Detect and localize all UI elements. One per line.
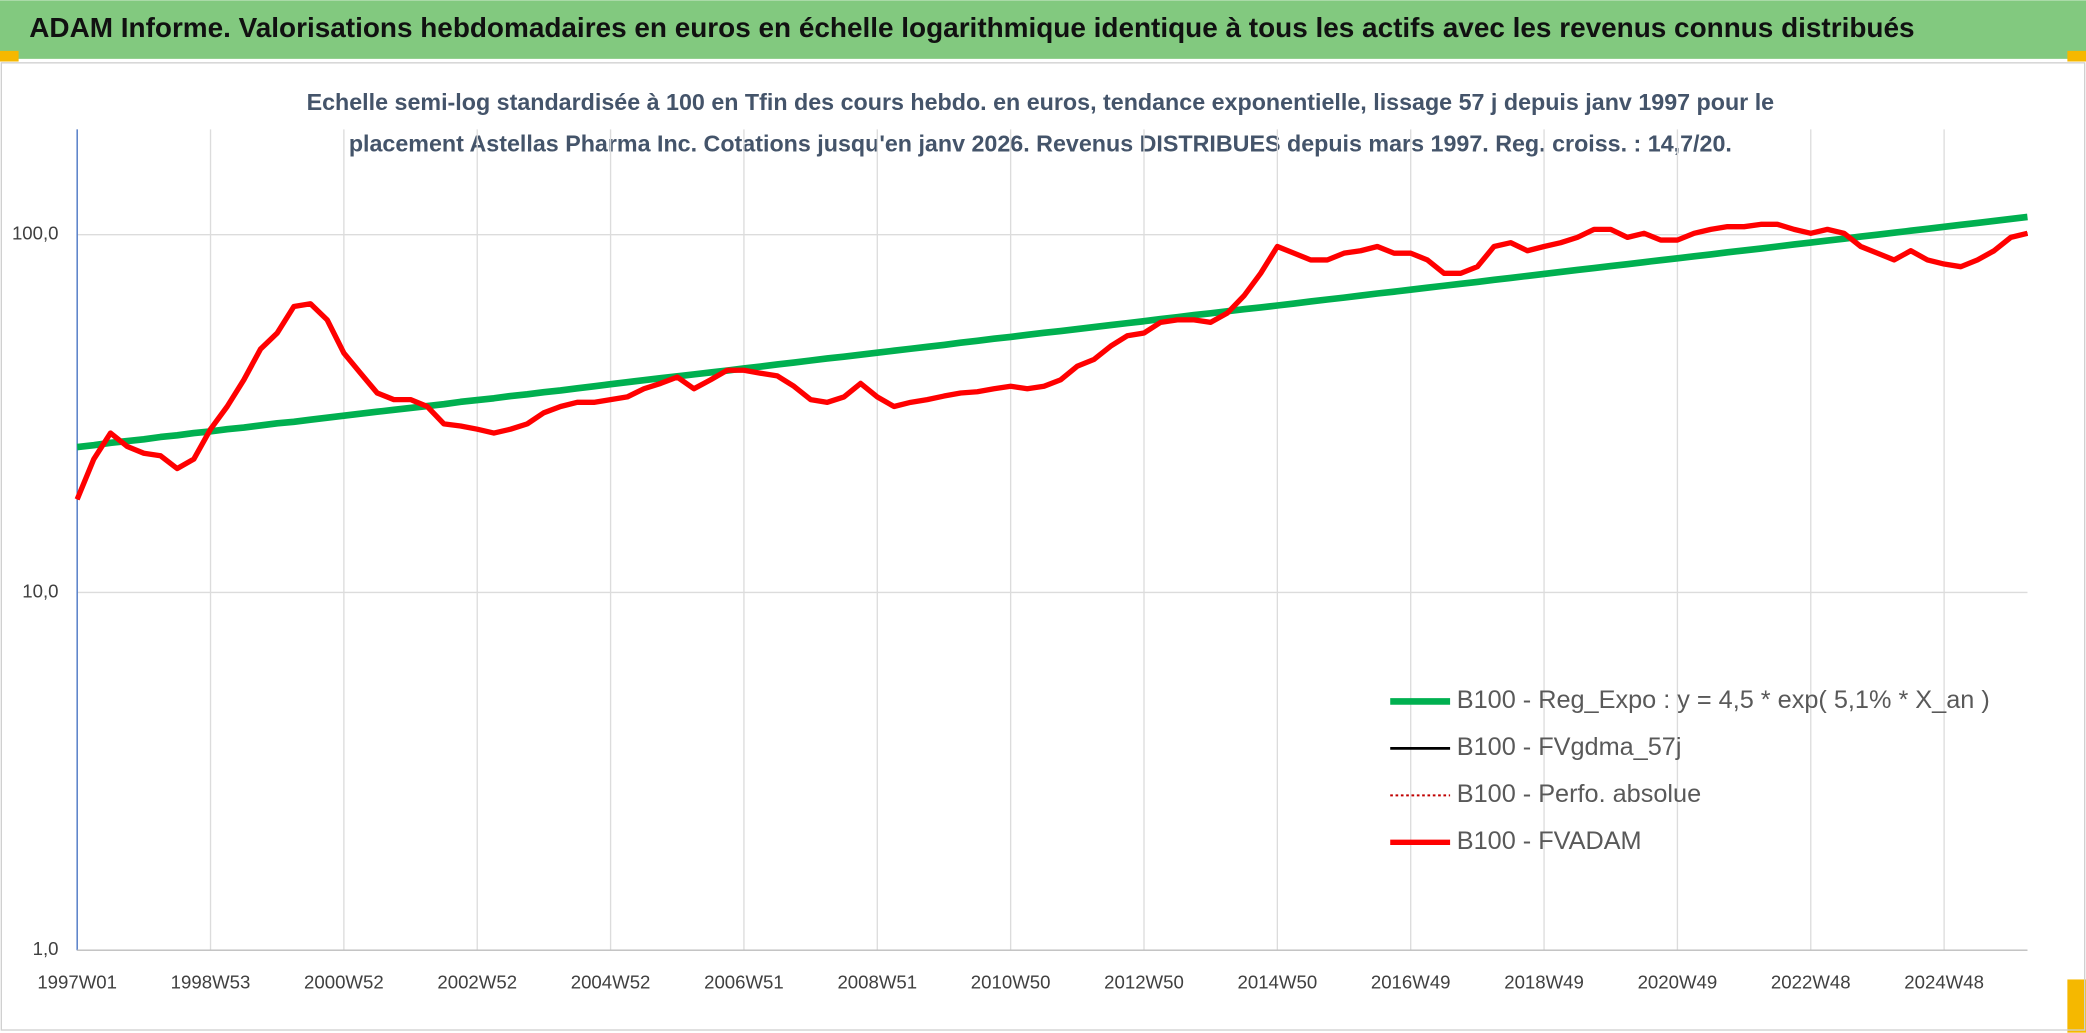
subtitle: placement Astellas Pharma Inc. Cotations… xyxy=(349,130,1732,156)
title-banner xyxy=(0,0,2086,59)
y-tick-label: 1,0 xyxy=(33,938,59,959)
x-tick-label: 2006W51 xyxy=(704,971,784,992)
x-tick-label: 2024W48 xyxy=(1904,971,1984,992)
legend-label: B100 - Perfo. absolue xyxy=(1457,780,1701,808)
legend-label: B100 - Reg_Expo : y = 4,5 * exp( 5,1% * … xyxy=(1457,686,1990,714)
x-tick-label: 2000W52 xyxy=(304,971,384,992)
x-tick-label: 2018W49 xyxy=(1504,971,1584,992)
x-tick-label: 2008W51 xyxy=(837,971,917,992)
x-tick-label: 2012W50 xyxy=(1104,971,1184,992)
corner xyxy=(2067,979,2086,1033)
y-tick-label: 10,0 xyxy=(22,580,58,601)
frame xyxy=(0,62,2086,1031)
x-tick-label: 2010W50 xyxy=(971,971,1051,992)
chart-title: ADAM Informe. Valorisations hebdomadaire… xyxy=(29,12,1914,43)
x-tick-label: 2016W49 xyxy=(1371,971,1451,992)
x-tick-label: 2020W49 xyxy=(1638,971,1718,992)
corner xyxy=(2067,50,2086,62)
series-line xyxy=(76,223,2028,500)
corner xyxy=(0,50,19,62)
subtitle: Echelle semi-log standardisée à 100 en T… xyxy=(307,89,1775,115)
series-line xyxy=(75,223,2028,500)
x-tick-label: 2004W52 xyxy=(571,971,651,992)
x-tick-label: 2014W50 xyxy=(1238,971,1318,992)
series-line xyxy=(76,213,2028,451)
series-line xyxy=(74,221,2029,501)
y-tick-label: 100,0 xyxy=(12,223,59,244)
x-tick-label: 1998W53 xyxy=(171,971,251,992)
legend-label: B100 - FVADAM xyxy=(1457,827,1642,855)
legend-label: B100 - FVgdma_57j xyxy=(1457,733,1682,761)
x-tick-label: 2002W52 xyxy=(437,971,517,992)
x-tick-label: 2022W48 xyxy=(1771,971,1851,992)
x-tick-label: 1997W01 xyxy=(37,971,117,992)
